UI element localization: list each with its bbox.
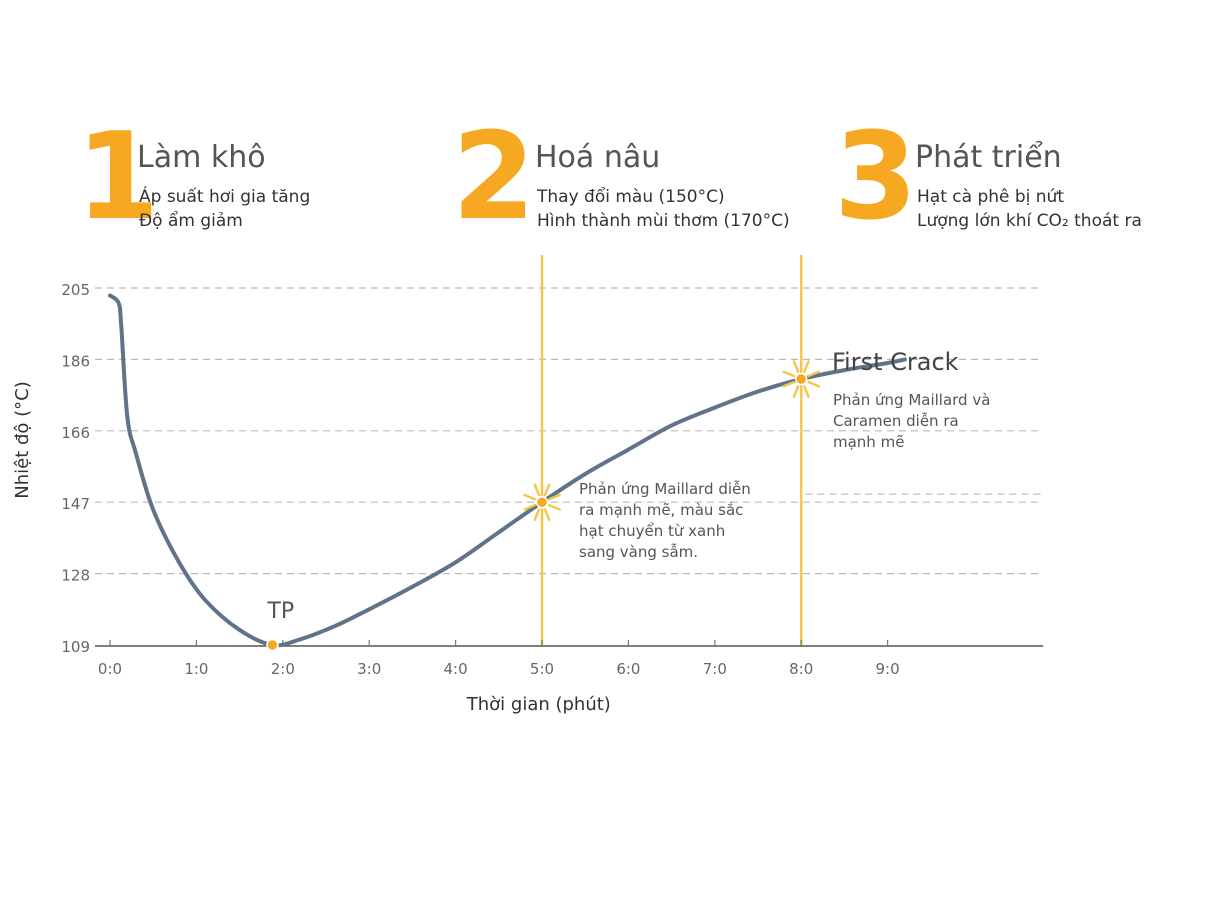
phase-description-line: Thay đổi màu (150°C) bbox=[537, 187, 725, 207]
sparkle-ray bbox=[523, 504, 536, 511]
sparkle-ray bbox=[807, 380, 821, 388]
annotation-line: Phản ứng Maillard và bbox=[833, 391, 990, 409]
sparkle-ray bbox=[807, 370, 821, 378]
sparkle-ray bbox=[782, 380, 796, 388]
sparkle-ray bbox=[803, 385, 810, 398]
x-tick-label: 4:0 bbox=[444, 660, 468, 678]
sparkle-ray bbox=[792, 385, 800, 398]
phase-title: Làm khô bbox=[137, 140, 266, 175]
y-tick-label: 128 bbox=[61, 567, 90, 585]
x-axis-label: Thời gian (phút) bbox=[466, 694, 611, 715]
y-tick-label: 205 bbox=[61, 281, 90, 299]
sparkle-ray bbox=[543, 508, 551, 522]
curve-marker bbox=[266, 638, 279, 652]
sparkle-ray bbox=[792, 360, 800, 373]
x-tick-label: 6:0 bbox=[616, 660, 640, 678]
x-axis-ticks: 0:0 1:0 2:0 3:0 4:0 5:0 6:0 7:0 8:0 9:0 bbox=[98, 640, 900, 678]
annotation-browning: Phản ứng Maillard diễn ra mạnh mẽ, màu s… bbox=[579, 480, 751, 561]
phase-description-line: Độ ẩm giảm bbox=[139, 211, 243, 231]
y-tick-label: 109 bbox=[61, 638, 90, 656]
sparkle-ray bbox=[523, 493, 536, 501]
phase-number: 3 bbox=[834, 108, 918, 247]
phase-description-line: Hình thành mùi thơm (170°C) bbox=[537, 211, 790, 231]
phase-title: Hoá nâu bbox=[535, 140, 661, 175]
annotation-line: hạt chuyển từ xanh bbox=[579, 522, 725, 540]
phase-description: Hạt cà phê bị nứt Lượng lớn khí CO₂ thoá… bbox=[917, 185, 1142, 233]
temperature-curve bbox=[108, 293, 907, 648]
sparkle-ray bbox=[548, 504, 561, 511]
sparkle-ray bbox=[803, 360, 810, 373]
phase-description-line: Áp suất hơi gia tăng bbox=[139, 187, 311, 207]
curve-markers bbox=[266, 360, 821, 652]
annotation-line: Phản ứng Maillard diễn bbox=[579, 480, 751, 498]
x-tick-label: 3:0 bbox=[357, 660, 381, 678]
phase-title: Phát triển bbox=[915, 140, 1062, 175]
y-tick-label: 186 bbox=[61, 352, 90, 370]
phase-description-line: Hạt cà phê bị nứt bbox=[917, 187, 1064, 207]
y-tick-label: 147 bbox=[61, 495, 90, 513]
x-tick-label: 1:0 bbox=[184, 660, 208, 678]
annotation-line: sang vàng sẫm. bbox=[579, 543, 698, 561]
phase-description-line: Lượng lớn khí CO₂ thoát ra bbox=[917, 211, 1142, 231]
x-tick-label: 9:0 bbox=[876, 660, 900, 678]
phase-number: 1 bbox=[76, 108, 160, 247]
x-tick-label: 8:0 bbox=[789, 660, 813, 678]
first-crack-label: First Crack bbox=[832, 348, 959, 376]
turning-point-label: TP bbox=[266, 599, 294, 624]
annotation-line: Caramen diễn ra bbox=[833, 412, 959, 430]
x-tick-label: 7:0 bbox=[703, 660, 727, 678]
annotation-first-crack: Phản ứng Maillard và Caramen diễn ra mạn… bbox=[833, 391, 990, 451]
grid-lines bbox=[95, 287, 1044, 575]
annotation-line: ra mạnh mẽ, màu sắc bbox=[579, 501, 743, 519]
y-axis-ticks: 109 128 147 166 186 205 bbox=[61, 281, 90, 656]
phase-number: 2 bbox=[452, 108, 536, 247]
phase-description: Thay đổi màu (150°C) Hình thành mùi thơm… bbox=[537, 185, 790, 233]
x-tick-label: 0:0 bbox=[98, 660, 122, 678]
sparkle-ray bbox=[533, 483, 541, 497]
x-tick-label: 2:0 bbox=[271, 660, 295, 678]
phase-description: Áp suất hơi gia tăng Độ ẩm giảm bbox=[139, 185, 310, 233]
curve-marker bbox=[535, 495, 549, 509]
y-axis-label: Nhiệt độ (°C) bbox=[12, 381, 33, 499]
curve-marker bbox=[794, 372, 808, 386]
x-tick-label: 5:0 bbox=[530, 660, 554, 678]
sparkle-ray bbox=[548, 493, 561, 501]
sparkle-ray bbox=[782, 370, 796, 378]
sparkle-ray bbox=[543, 483, 551, 497]
sparkle-ray bbox=[533, 508, 541, 522]
phase-divider-lines bbox=[540, 255, 803, 645]
annotation-line: mạnh mẽ bbox=[833, 433, 904, 451]
y-tick-label: 166 bbox=[61, 424, 90, 442]
